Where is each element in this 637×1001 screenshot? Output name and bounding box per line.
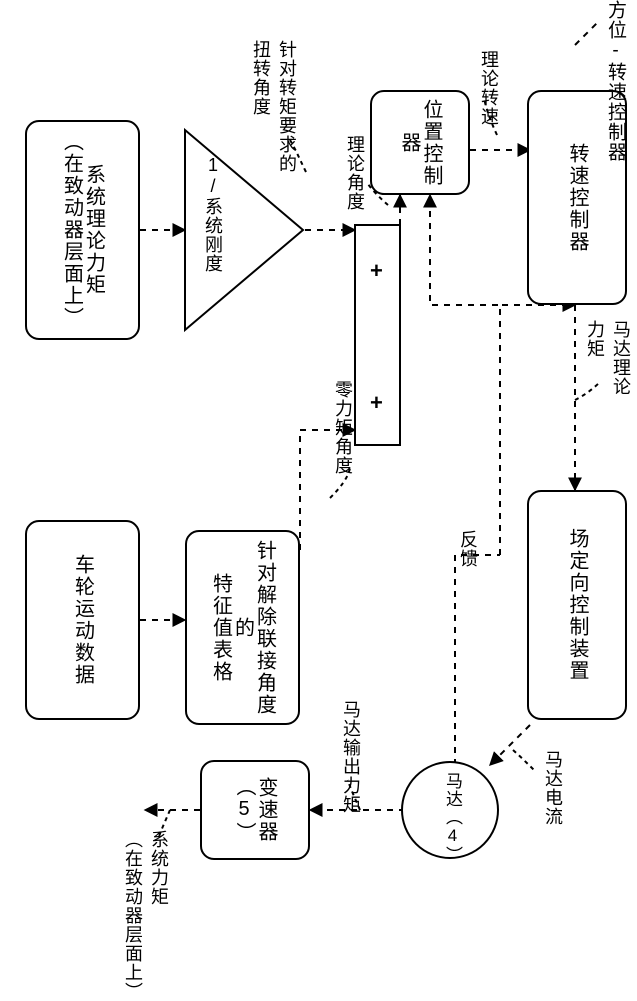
title-outer: 方位-转速控制器 [602,0,629,162]
label-motor-theory-torque-text: 马达理论力矩 [585,320,631,396]
label-twist-angle-text: 针对转矩要求的扭转角度 [251,40,297,173]
label-system-torque-out-text: 系统力矩（在致动器层面上） [123,830,169,1001]
block-speed-controller-text: 转速控制器 [566,143,588,253]
block-position-controller-text: 位置控制器 [398,92,442,193]
block-position-controller: 位置控制器 [370,90,470,195]
label-theory-speed: 理论转速 [476,50,502,126]
block-field-oriented: 场定向控制装置 [527,490,627,720]
label-theory-angle: 理论角度 [342,135,368,211]
block-wheel-motion-data-text: 车轮运动数据 [72,554,94,686]
triangle-label: 1/系统刚度 [200,155,226,273]
block-wheel-motion-data: 车轮运动数据 [25,520,140,720]
block-gearbox-text: 变速器（5） [233,762,277,858]
block-decouple-table: 针对解除联接角度的特征值表格 [185,530,300,725]
label-zero-torque-angle: 零力矩角度 [330,380,356,475]
block-decouple-table-text: 针对解除联接角度的特征值表格 [210,532,276,723]
label-motor-current: 马达电流 [540,750,566,826]
block-gearbox: 变速器（5） [200,760,310,860]
label-system-torque-out: 系统力矩（在致动器层面上） [120,830,172,1000]
sum-plus-top: + [370,258,383,284]
motor-label: 马达（4） [440,772,465,864]
label-motor-output-torque: 马达输出力矩 [338,700,364,814]
block-system-theory-torque-text: 系统理论力矩（在致动器层面上） [61,131,105,329]
block-field-oriented-text: 场定向控制装置 [566,528,588,682]
label-feedback: 反馈 [455,530,481,568]
label-twist-angle: 针对转矩要求的扭转角度 [248,40,300,173]
sum-plus-bottom: + [370,390,383,416]
block-system-theory-torque: 系统理论力矩（在致动器层面上） [25,120,140,340]
label-motor-theory-torque: 马达理论力矩 [582,320,634,396]
